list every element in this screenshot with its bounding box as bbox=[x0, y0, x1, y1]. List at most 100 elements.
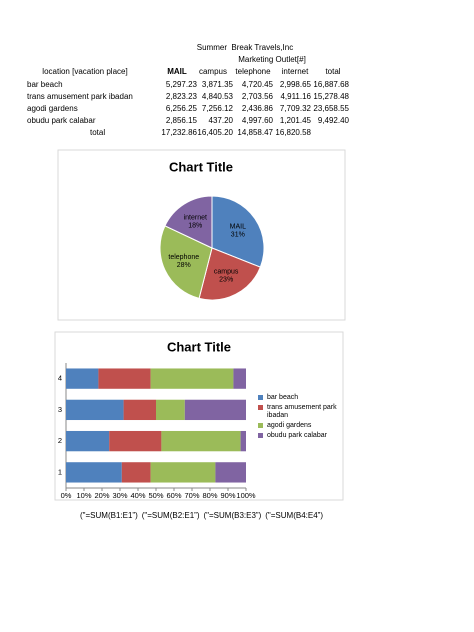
table-cell: 3,871.35 bbox=[202, 80, 234, 89]
bar-segment bbox=[240, 430, 246, 452]
legend-item: obudu park calabar bbox=[258, 432, 346, 440]
legend-label: trans amusement park ibadan bbox=[267, 404, 337, 419]
slice-label: internet bbox=[184, 215, 207, 222]
table-cell: 1,201.45 bbox=[280, 116, 312, 125]
legend-label: agodi gardens bbox=[267, 422, 312, 429]
x-tick-label: 10% bbox=[76, 491, 91, 500]
x-tick-label: 20% bbox=[94, 491, 109, 500]
formula-text: ("=SUM(B3:E3”) bbox=[204, 511, 262, 520]
table-cell: 5,297.23 bbox=[166, 80, 198, 89]
x-tick-label: 80% bbox=[202, 491, 217, 500]
table-cell: 15,278.48 bbox=[313, 92, 349, 101]
column-header: MAIL bbox=[167, 67, 187, 76]
x-tick-label: 100% bbox=[236, 491, 256, 500]
legend-item: agodi gardens bbox=[258, 422, 346, 430]
slice-value: 31% bbox=[231, 231, 245, 238]
table-cell: 2,856.15 bbox=[166, 116, 198, 125]
bar-segment bbox=[98, 368, 151, 389]
pie-slice bbox=[159, 225, 213, 299]
table-cell: 7,709.32 bbox=[280, 104, 312, 113]
bar-segment bbox=[66, 399, 124, 421]
column-header: internet bbox=[282, 67, 309, 76]
column-header: campus bbox=[199, 67, 227, 76]
bar-segment bbox=[233, 368, 246, 389]
x-tick-label: 40% bbox=[130, 491, 145, 500]
column-header: total bbox=[325, 67, 340, 76]
legend-swatch bbox=[258, 395, 263, 400]
row-label: bar beach bbox=[27, 80, 63, 89]
table-cell: 4,720.45 bbox=[242, 80, 274, 89]
column-header: location [vacation place] bbox=[42, 67, 127, 76]
table-cell: 4,911.16 bbox=[280, 92, 311, 101]
bar-segment bbox=[66, 430, 110, 452]
legend-label: obudu park calabar bbox=[267, 432, 327, 439]
pie-slice bbox=[198, 247, 261, 301]
x-tick-label: 0% bbox=[61, 491, 72, 500]
bar-segment bbox=[215, 462, 246, 483]
table-cell: 2,998.65 bbox=[280, 80, 312, 89]
slice-label: campus bbox=[214, 269, 239, 276]
table-cell: 437.20 bbox=[209, 116, 234, 125]
table-cell: 2,703.56 bbox=[242, 92, 274, 101]
table-cell: 14,858.47 bbox=[237, 128, 273, 137]
formula-text: ("=SUM(B2:E1”) bbox=[142, 511, 200, 520]
pie-slice bbox=[164, 195, 213, 249]
chart-title: Chart Title bbox=[169, 159, 233, 174]
bar-segment bbox=[184, 399, 246, 421]
sheet-title: Summer Break Travels,Inc bbox=[197, 43, 293, 52]
legend-label: bar beach bbox=[267, 394, 299, 401]
x-tick-label: 60% bbox=[166, 491, 181, 500]
table-cell: 4,840.53 bbox=[202, 92, 234, 101]
legend-item: bar beach bbox=[258, 394, 346, 402]
bar-segment bbox=[150, 368, 234, 389]
formula-text: ("=SUM(B4:E4”) bbox=[265, 511, 323, 520]
table-cell: 6,256.25 bbox=[166, 104, 198, 113]
slice-label: telephone bbox=[168, 254, 199, 261]
y-tick-label: 2 bbox=[58, 436, 62, 445]
x-tick-label: 50% bbox=[148, 491, 163, 500]
table-cell: 16,405.20 bbox=[197, 128, 233, 137]
row-label: trans amusement park ibadan bbox=[27, 92, 133, 101]
table-cell: 16,887.68 bbox=[313, 80, 349, 89]
row-label: obudu park calabar bbox=[27, 116, 96, 125]
bar-segment bbox=[66, 462, 122, 483]
legend-swatch bbox=[258, 405, 263, 410]
table-cell: 16,820.58 bbox=[275, 128, 311, 137]
column-header: telephone bbox=[235, 67, 271, 76]
y-tick-label: 3 bbox=[58, 405, 62, 414]
table-cell: 23,658.55 bbox=[313, 104, 349, 113]
legend-swatch bbox=[258, 423, 263, 428]
bar-segment bbox=[121, 462, 151, 483]
bar-segment bbox=[123, 399, 156, 421]
table-cell: 17,232.86 bbox=[161, 128, 197, 137]
bar-segment bbox=[66, 368, 99, 389]
x-tick-label: 30% bbox=[112, 491, 127, 500]
y-tick-label: 1 bbox=[58, 467, 62, 476]
row-label: agodi gardens bbox=[27, 104, 78, 113]
sheet-subtitle: Marketing Outlet[#] bbox=[238, 55, 306, 64]
table-cell: 2,436.86 bbox=[242, 104, 274, 113]
bar-segment bbox=[156, 399, 185, 421]
legend-swatch bbox=[258, 433, 263, 438]
bar-segment bbox=[109, 430, 162, 452]
table-cell: 2,823.23 bbox=[166, 92, 198, 101]
slice-value: 28% bbox=[177, 262, 191, 269]
table-cell: 9,492.40 bbox=[318, 116, 350, 125]
y-tick-label: 4 bbox=[58, 374, 62, 383]
slice-label: MAIL bbox=[230, 223, 246, 230]
slice-value: 23% bbox=[219, 277, 233, 284]
pie-slice bbox=[211, 195, 265, 268]
legend-item: trans amusement park ibadan bbox=[258, 404, 346, 420]
chart-title: Chart Title bbox=[167, 339, 231, 354]
bar-segment bbox=[161, 430, 241, 452]
x-tick-label: 90% bbox=[220, 491, 235, 500]
table-cell: 7,256.12 bbox=[202, 104, 234, 113]
bar-segment bbox=[150, 462, 216, 483]
row-label: total bbox=[90, 128, 105, 137]
slice-value: 18% bbox=[188, 223, 202, 230]
table-cell: 4,997.60 bbox=[242, 116, 274, 125]
x-tick-label: 70% bbox=[184, 491, 199, 500]
formula-text: ("=SUM(B1:E1”) bbox=[80, 511, 138, 520]
